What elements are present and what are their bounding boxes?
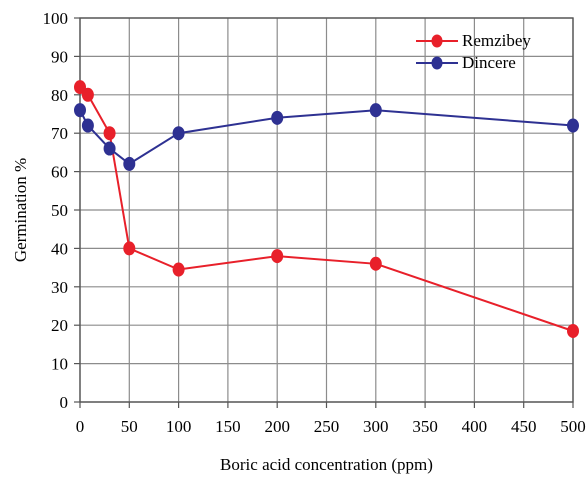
data-point-remzibey — [74, 80, 86, 95]
x-tick-label: 150 — [215, 417, 241, 436]
y-tick-label: 0 — [60, 393, 69, 412]
grid-layer — [79, 17, 574, 403]
y-tick-label: 20 — [51, 316, 68, 335]
series-layer — [74, 80, 579, 338]
data-point-dincere — [103, 141, 116, 156]
data-point-dincere — [81, 118, 94, 133]
data-point-remzibey — [567, 323, 579, 338]
data-point-dincere — [74, 103, 86, 118]
data-point-remzibey — [103, 126, 116, 141]
y-tick-label: 30 — [51, 278, 68, 297]
data-point-remzibey — [369, 256, 382, 271]
x-tick-label: 100 — [166, 417, 192, 436]
legend-swatch-marker — [431, 34, 443, 48]
data-point-dincere — [172, 126, 185, 141]
y-tick-label: 80 — [51, 86, 68, 105]
legend-item-dincere: Dincere — [416, 53, 516, 72]
y-axis-title: Germination % — [11, 158, 30, 262]
data-point-dincere — [567, 118, 579, 133]
data-point-dincere — [271, 110, 284, 125]
x-tick-label: 300 — [363, 417, 389, 436]
x-tick-label: 200 — [264, 417, 290, 436]
legend-label: Remzibey — [462, 31, 531, 50]
x-tick-label: 50 — [121, 417, 138, 436]
series-line-remzibey — [79, 86, 574, 332]
y-tick-label: 40 — [51, 239, 68, 258]
x-tick-label: 250 — [314, 417, 340, 436]
axis-layer: 0 50 100 150 200 250 300 350 400 450 500 0 10 20 30 40 5… — [43, 9, 586, 436]
data-point-dincere — [369, 103, 382, 118]
legend: Remzibey Dincere — [416, 31, 531, 72]
legend-swatch-marker — [431, 56, 443, 70]
data-point-remzibey — [81, 87, 94, 102]
x-tick-label: 0 — [76, 417, 85, 436]
y-tick-label: 60 — [51, 163, 68, 182]
x-tick-label: 350 — [412, 417, 438, 436]
legend-item-remzibey: Remzibey — [416, 31, 531, 50]
x-axis-title: Boric acid concentration (ppm) — [220, 455, 433, 474]
x-tick-label: 500 — [560, 417, 586, 436]
y-tick-label: 50 — [51, 201, 68, 220]
data-point-remzibey — [123, 241, 136, 256]
y-tick-label: 100 — [43, 9, 69, 28]
data-point-remzibey — [271, 249, 284, 264]
y-tick-label: 10 — [51, 355, 68, 374]
x-tick-label: 450 — [511, 417, 537, 436]
y-tick-label: 70 — [51, 124, 68, 143]
y-tick-label: 90 — [51, 47, 68, 66]
legend-label: Dincere — [462, 53, 516, 72]
data-point-remzibey — [172, 262, 185, 277]
x-tick-label: 400 — [462, 417, 488, 436]
data-point-dincere — [123, 156, 136, 171]
